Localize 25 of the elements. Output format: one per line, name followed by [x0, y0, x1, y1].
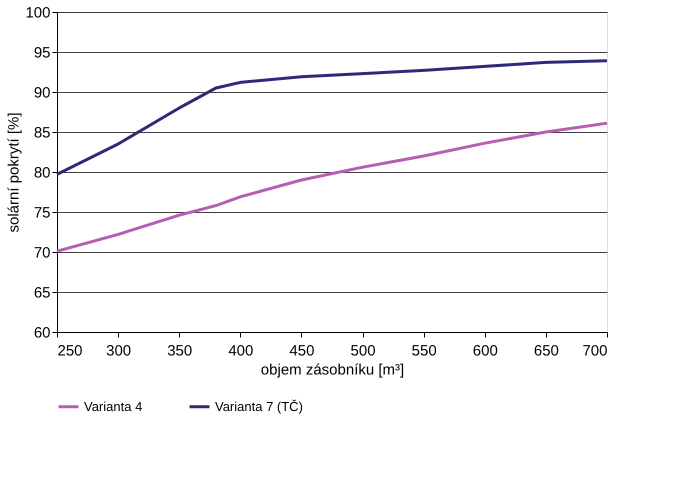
y-tick-label: 90 [34, 84, 50, 102]
x-tick-label: 350 [167, 342, 192, 360]
y-tick-label: 75 [34, 204, 50, 222]
y-axis-title: solární pokrytí [%] [5, 112, 22, 233]
x-tick-label: 700 [582, 342, 608, 360]
x-tick-label: 500 [350, 342, 376, 360]
x-tick-label: 600 [472, 342, 498, 360]
y-tick-label: 95 [34, 44, 50, 62]
x-tick-label: 550 [412, 342, 437, 360]
x-tick-label: 300 [106, 342, 132, 360]
x-axis-title: objem zásobníku [m³] [260, 362, 404, 378]
line-series [56, 122, 608, 253]
y-tick-label: 65 [34, 284, 50, 302]
y-tick-label: 60 [34, 324, 50, 342]
x-tick-label: 400 [228, 342, 254, 360]
x-tick-label: 650 [534, 342, 559, 360]
y-tick-label: 80 [34, 164, 50, 182]
y-tick-label: 70 [34, 244, 50, 262]
legend-label: Varianta 7 (TČ) [215, 398, 303, 414]
line-series [56, 59, 608, 176]
legend-label: Varianta 4 [84, 398, 142, 414]
y-tick-label: 85 [34, 124, 50, 142]
x-tick-label: 450 [289, 342, 314, 360]
x-tick-label: 250 [58, 342, 83, 360]
y-tick-label: 100 [25, 4, 50, 22]
